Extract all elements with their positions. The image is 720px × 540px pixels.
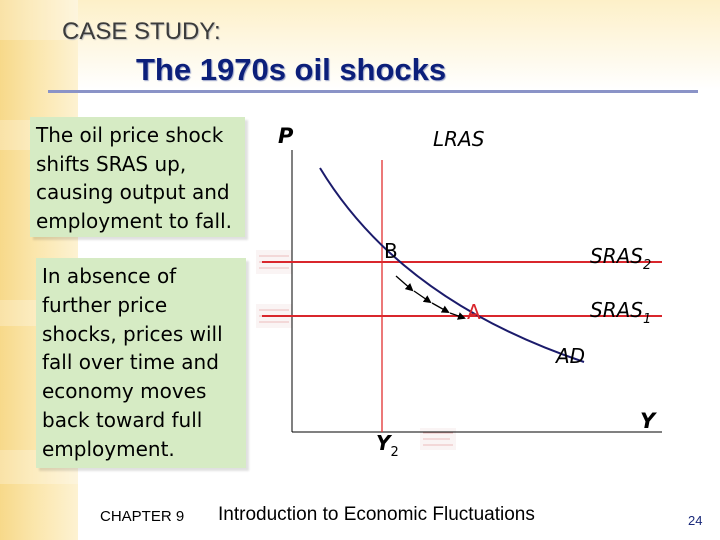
point-b-label: B: [384, 239, 398, 263]
box2-line: shocks, prices will: [42, 321, 223, 346]
chapter-label: CHAPTER 9: [100, 508, 185, 525]
lras-output-sub: 2: [390, 445, 398, 460]
box1-line: employment to fall.: [36, 208, 232, 233]
sras2-label: SRAS2: [590, 244, 651, 273]
box2-line: In absence of: [42, 264, 177, 288]
explanation-box-2: In absence of further price shocks, pric…: [36, 258, 246, 468]
x-axis-label: Y: [640, 409, 657, 433]
header-background: [0, 0, 720, 90]
sras2-label-main: SRAS: [590, 244, 643, 268]
box2-line: economy moves: [42, 379, 207, 404]
explanation-box-1: The oil price shock shifts SRAS up, caus…: [30, 117, 245, 237]
title-divider: [48, 90, 698, 93]
lras-output-main: Y: [376, 431, 393, 455]
adjustment-arrows: [395, 275, 466, 320]
faint-annotation-3: [420, 428, 456, 450]
sras1-label-main: SRAS: [590, 298, 643, 322]
lras-output-label: Y2: [376, 431, 399, 460]
sras1-label: SRAS1: [590, 298, 651, 327]
case-study-label: CASE STUDY:: [62, 18, 221, 45]
box1-line: The oil price shock: [36, 123, 224, 147]
point-a-label: A: [467, 300, 481, 324]
sras1-label-sub: 1: [643, 312, 651, 327]
explanation-text-1: The oil price shock shifts SRAS up, caus…: [36, 121, 232, 235]
sras2-label-sub: 2: [643, 258, 651, 273]
explanation-text-2: In absence of further price shocks, pric…: [42, 262, 223, 464]
box2-line: employment.: [42, 436, 175, 461]
box2-line: further price: [42, 292, 168, 317]
box2-line: back toward full: [42, 407, 203, 432]
slide-title: The 1970s oil shocks: [136, 52, 447, 87]
box1-line: causing output and: [36, 180, 230, 204]
box1-line: shifts SRAS up,: [36, 151, 187, 176]
lras-label: LRAS: [433, 127, 485, 151]
course-title: Introduction to Economic Fluctuations: [218, 504, 535, 525]
page-number: 24: [688, 513, 703, 528]
ad-curve: [319, 167, 585, 363]
box2-line: fall over time and: [42, 350, 219, 375]
ad-label: AD: [554, 344, 585, 368]
y-axis-label: P: [278, 124, 294, 148]
